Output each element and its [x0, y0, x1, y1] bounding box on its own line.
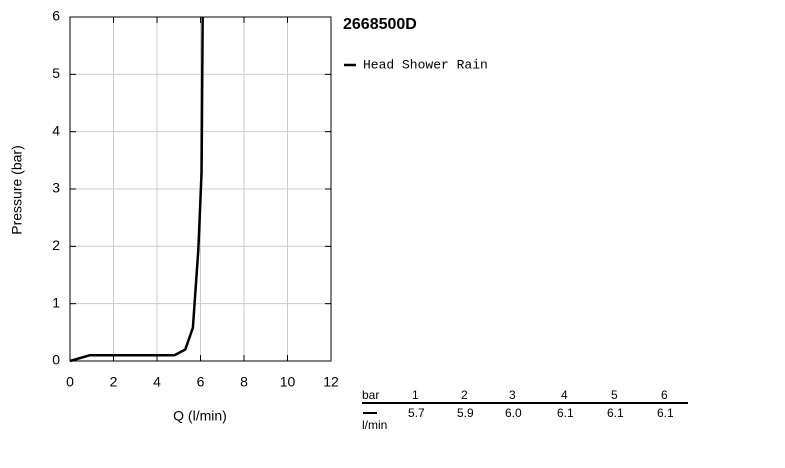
y-tick-label: 4 [52, 122, 60, 138]
table-header: bar [362, 388, 379, 402]
table-pressure: 3 [509, 388, 516, 402]
table-flow: 6.1 [657, 406, 674, 420]
y-tick-label: 5 [52, 65, 60, 81]
y-tick-label: 6 [52, 8, 60, 24]
table-flow: 6.1 [607, 406, 624, 420]
plot-frame [69, 16, 332, 362]
y-tick-label: 3 [52, 180, 60, 196]
x-tick-label: 2 [110, 374, 118, 390]
x-tick-label: 10 [280, 374, 296, 390]
chart-title: 2668500D [343, 16, 417, 33]
data-line [69, 16, 204, 363]
x-tick-label: 12 [323, 374, 339, 390]
table-pressure: 6 [661, 388, 668, 402]
x-axis-label: Q (l/min) [173, 408, 227, 424]
x-tick-label: 6 [197, 374, 205, 390]
x-tick-label: 0 [66, 374, 74, 390]
y-tick-label: 2 [52, 237, 60, 253]
table-flow: 6.1 [557, 406, 574, 420]
y-tick-label: 1 [52, 294, 60, 310]
table-pressure: 1 [412, 388, 419, 402]
table-pressure: 5 [611, 388, 618, 402]
x-tick-label: 4 [153, 374, 161, 390]
table-pressure: 4 [561, 388, 568, 402]
table-pressure: 2 [461, 388, 468, 402]
y-axis-label: Pressure (bar) [9, 145, 25, 234]
y-tick-label: 0 [52, 352, 60, 368]
legend-label: Head Shower Rain [363, 57, 488, 72]
table-header: l/min [362, 418, 387, 432]
table-flow: 6.0 [505, 406, 522, 420]
x-tick-label: 8 [240, 374, 248, 390]
table-flow: 5.7 [408, 406, 425, 420]
table-flow: 5.9 [457, 406, 474, 420]
